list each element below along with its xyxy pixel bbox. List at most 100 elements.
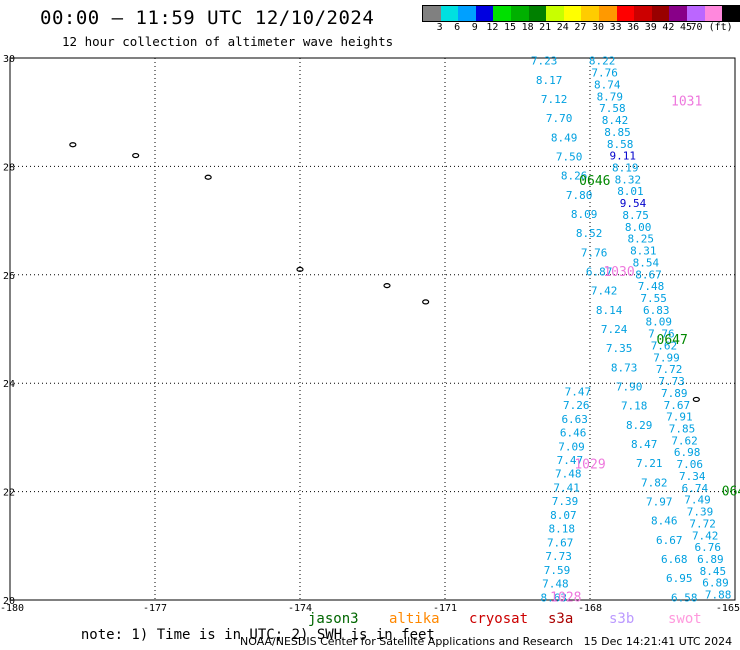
wave-height-value: 8.17 <box>536 74 563 87</box>
satellite-legend-item: s3a <box>548 611 574 627</box>
wave-height-value: 8.46 <box>651 515 678 528</box>
wave-height-value: 8.01 <box>617 185 644 198</box>
colorbar-label: 42 <box>662 22 675 33</box>
wave-height-value: 9.11 <box>609 150 636 163</box>
colorbar-swatch <box>458 6 476 21</box>
wave-height-value: 7.91 <box>666 411 693 424</box>
altimeter-tracks: 7.23 8.17 7.12 7.70 8.49 7.50 8.26 7.80 8.09 8.52… <box>531 55 732 605</box>
island-outline <box>383 283 391 289</box>
colorbar-label: 39 <box>644 22 657 33</box>
wave-height-value: 8.45 <box>700 565 727 578</box>
colorbar-swatch <box>440 6 459 21</box>
island-outline <box>69 142 77 148</box>
colorbar-label: 33 <box>609 22 622 33</box>
satellite-legend-item: swot <box>668 611 702 627</box>
wave-height-value: 7.72 <box>689 517 716 530</box>
colorbar-swatch <box>722 6 740 21</box>
colorbar-label: 3 <box>436 22 443 33</box>
wave-height-value: 8.31 <box>630 245 657 258</box>
wave-height-value: 8.00 <box>625 221 652 234</box>
colorbar-swatch <box>475 6 494 21</box>
x-axis-tick-labels: -180 -177 -174 -171 -168 -165 <box>0 603 740 614</box>
wave-height-value: 7.72 <box>656 363 683 376</box>
wave-height-value: 7.88 <box>705 589 732 602</box>
colorbar-label: 9 <box>471 22 478 33</box>
wave-height-value: 8.09 <box>571 208 598 221</box>
satellite-legend-item: jason3 <box>308 611 359 627</box>
y-tick-label: 26 <box>3 271 15 282</box>
wave-height-value: 8.42 <box>602 114 629 127</box>
colorbar-label: 6 <box>454 22 461 33</box>
wave-height-value: 7.48 <box>555 468 582 481</box>
wave-height-value: 7.39 <box>552 495 579 508</box>
y-tick-label: 24 <box>3 379 15 390</box>
wave-height-value: 8.09 <box>646 316 673 329</box>
map-frame <box>9 57 736 601</box>
x-tick-label: -171 <box>433 603 457 614</box>
wave-height-value: 7.80 <box>566 189 593 202</box>
wave-height-value: 7.50 <box>556 151 583 164</box>
wave-height-value: 6.95 <box>666 572 693 585</box>
wave-height-value: 8.75 <box>622 209 649 222</box>
wave-height-value: 6.46 <box>560 427 587 440</box>
wave-height-value: 7.09 <box>558 440 585 453</box>
y-tick-label: 22 <box>3 488 15 499</box>
colorbar-label: 18 <box>521 22 534 33</box>
colorbar-label: 12 <box>486 22 499 33</box>
wave-height-value: 8.22 <box>589 55 616 68</box>
satellite-legend-item: cryosat <box>469 611 529 627</box>
island-outline <box>692 396 700 403</box>
colorbar-swatch <box>510 6 529 21</box>
wave-height-value: 8.29 <box>626 419 653 432</box>
wave-height-value: 8.73 <box>611 361 638 374</box>
island-outline <box>132 152 140 159</box>
colorbar-swatch <box>581 6 599 21</box>
wave-height-value: 8.14 <box>596 304 623 317</box>
wave-height-value: 7.47 <box>557 454 584 467</box>
wave-height-value: 8.58 <box>607 138 634 151</box>
wave-height-value: 7.39 <box>687 506 714 519</box>
colorbar-label: 21 <box>539 22 552 33</box>
wave-height-value: 7.90 <box>616 380 643 393</box>
wave-height-value: 6.68 <box>661 553 688 566</box>
wave-height-value: 8.74 <box>594 78 621 91</box>
colorbar-label: 15 <box>503 22 517 33</box>
wave-height-value: 7.99 <box>653 351 680 364</box>
wave-height-value: 7.41 <box>553 481 580 494</box>
wave-height-value: 8.54 <box>633 256 660 269</box>
wave-height-value: 6.63 <box>561 413 588 426</box>
colorbar-swatch <box>563 6 582 21</box>
wave-height-value: 8.18 <box>549 523 576 536</box>
pass-time-label: 1028 <box>550 590 581 605</box>
wave-height-value: 9.54 <box>620 197 647 210</box>
x-tick-label: -174 <box>288 603 312 614</box>
colorbar-label: 27 <box>574 22 587 33</box>
pass-time-label: 0647 <box>657 333 688 348</box>
satellite-legend-item: altika <box>389 611 440 627</box>
wave-height-value: 7.85 <box>669 422 696 435</box>
wave-height-value: 7.18 <box>621 400 648 413</box>
pass-time-label: 1029 <box>574 458 605 473</box>
wave-height-value: 8.63 <box>541 591 568 604</box>
colorbar-label: 30 <box>591 22 605 33</box>
y-tick-label: 28 <box>3 162 15 173</box>
x-tick-label: -177 <box>143 603 167 614</box>
wave-height-value: 6.58 <box>671 591 698 604</box>
wave-height-value: 7.26 <box>563 399 590 412</box>
wave-height-value: 7.59 <box>544 564 571 577</box>
colorbar-label: 24 <box>556 22 569 33</box>
wave-height-colorbar <box>422 5 740 22</box>
wave-height-value: 7.73 <box>658 375 685 388</box>
colorbar-swatch <box>528 6 547 21</box>
wave-height-value: 7.42 <box>591 285 618 298</box>
colorbar-swatch <box>493 6 511 21</box>
wave-height-value: 7.55 <box>640 292 667 305</box>
wave-height-value: 7.62 <box>671 434 698 447</box>
colorbar-swatch <box>686 6 705 21</box>
wave-height-value: 7.73 <box>545 550 572 563</box>
colorbar-label: 45 <box>679 22 693 33</box>
wave-height-value: 7.67 <box>664 399 691 412</box>
wave-height-value: 8.07 <box>550 509 577 522</box>
wave-height-value: 8.19 <box>612 161 639 174</box>
colorbar-swatch <box>423 6 441 21</box>
